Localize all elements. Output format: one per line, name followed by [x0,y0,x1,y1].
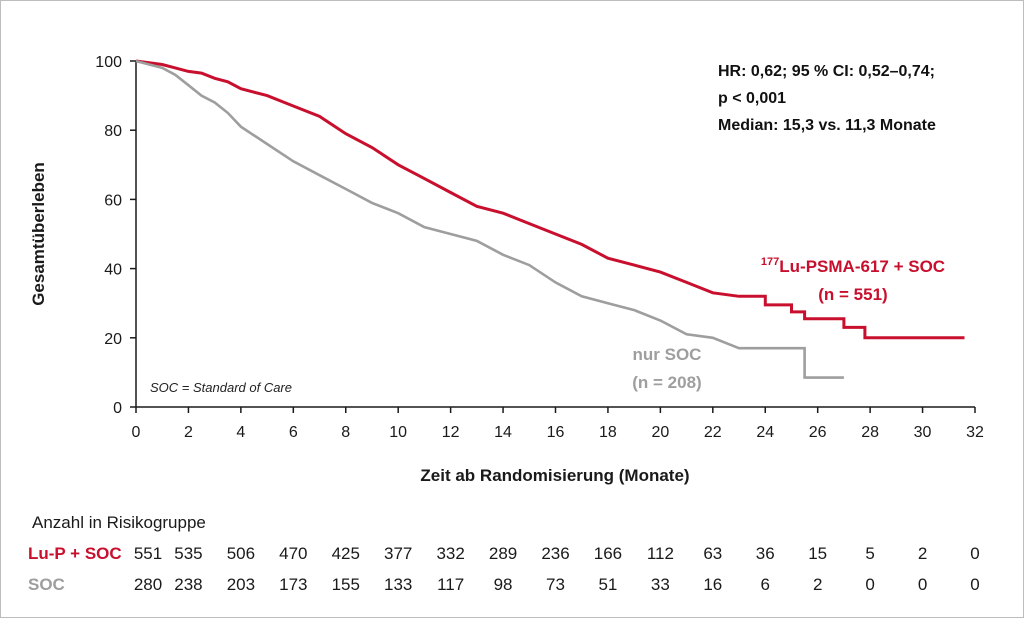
x-tick-label-9: 18 [599,424,617,441]
risk-value-lu-9: 166 [594,544,622,563]
risk-value-soc-5: 133 [384,575,412,594]
risk-value-lu-0: 551 [134,544,162,563]
x-tick-label-12: 24 [756,424,774,441]
risk-value-soc-16: 0 [970,575,979,594]
series-label-soc-n: (n = 208) [632,373,701,392]
series-label-lu-n: (n = 551) [818,285,887,304]
risk-value-soc-0: 280 [134,575,162,594]
series-line-lu-psma [135,59,965,340]
stats-line-1: HR: 0,62; 95 % CI: 0,52–0,74; [718,63,935,80]
series-label-lu-main: Lu-PSMA-617 + SOC [779,257,945,276]
risk-value-lu-5: 377 [384,544,412,563]
risk-value-soc-3: 173 [279,575,307,594]
y-tick-label-3: 60 [104,192,122,209]
risk-value-lu-15: 2 [918,544,927,563]
risk-value-lu-1: 535 [174,544,202,563]
x-tick-label-6: 12 [442,424,460,441]
risk-value-lu-4: 425 [332,544,360,563]
risk-value-soc-8: 73 [546,575,565,594]
risk-value-soc-7: 98 [494,575,513,594]
risk-value-lu-16: 0 [970,544,979,563]
risk-table-title: Anzahl in Risikogruppe [32,513,206,532]
risk-value-soc-14: 0 [865,575,874,594]
x-ticks: 0 2 4 6 8 10 12 14 16 18 20 22 24 26 28 30 32 [132,407,984,441]
x-tick-label-14: 28 [861,424,879,441]
risk-value-lu-12: 36 [756,544,775,563]
y-tick-label-4: 80 [104,123,122,140]
series-label-soc: nur SOC [633,345,702,364]
risk-value-lu-3: 470 [279,544,307,563]
x-axis-title: Zeit ab Randomisierung (Monate) [420,466,689,485]
x-tick-label-15: 30 [914,424,932,441]
x-tick-label-8: 16 [547,424,565,441]
series-line-soc [135,59,844,379]
x-tick-label-2: 4 [236,424,245,441]
y-ticks: 0 20 40 60 80 100 [95,54,136,417]
risk-value-lu-14: 5 [865,544,874,563]
risk-value-soc-10: 33 [651,575,670,594]
risk-value-soc-1: 238 [174,575,202,594]
series-lines [135,59,965,379]
x-tick-label-3: 6 [289,424,298,441]
risk-value-lu-6: 332 [436,544,464,563]
x-tick-label-5: 10 [389,424,407,441]
risk-value-lu-2: 506 [227,544,255,563]
risk-value-soc-13: 2 [813,575,822,594]
x-tick-label-1: 2 [184,424,193,441]
y-axis-title: Gesamtüberleben [29,162,48,306]
x-tick-label-10: 20 [651,424,669,441]
risk-value-soc-6: 117 [437,575,464,594]
stats-line-2: p < 0,001 [718,90,786,107]
risk-value-lu-8: 236 [541,544,569,563]
stats-line-3: Median: 15,3 vs. 11,3 Monate [718,117,936,134]
risk-value-soc-9: 51 [598,575,617,594]
series-label-lu-sup: 177 [761,256,779,268]
risk-value-lu-7: 289 [489,544,517,563]
risk-row-name-soc: SOC [28,575,65,594]
x-tick-label-16: 32 [966,424,984,441]
risk-value-soc-4: 155 [332,575,360,594]
y-tick-label-2: 40 [104,262,122,279]
x-tick-label-11: 22 [704,424,722,441]
risk-value-lu-11: 63 [703,544,722,563]
y-tick-label-0: 0 [113,400,122,417]
x-tick-label-13: 26 [809,424,827,441]
risk-value-lu-10: 112 [647,544,674,563]
y-tick-label-1: 20 [104,331,122,348]
x-tick-label-4: 8 [341,424,350,441]
series-label-lu: 177Lu-PSMA-617 + SOC [761,256,945,276]
x-tick-label-7: 14 [494,424,512,441]
risk-value-soc-15: 0 [918,575,927,594]
risk-values: 551 535 506 470 425 377 332 289 236 166 112 63 36 15 5… [134,544,980,594]
risk-value-lu-13: 15 [808,544,827,563]
risk-value-soc-11: 16 [703,575,722,594]
risk-value-soc-2: 203 [227,575,255,594]
x-tick-label-0: 0 [132,424,141,441]
soc-note: SOC = Standard of Care [150,380,292,395]
risk-row-name-lu: Lu-P + SOC [28,544,122,563]
y-tick-label-5: 100 [95,54,122,71]
risk-value-soc-12: 6 [761,575,770,594]
